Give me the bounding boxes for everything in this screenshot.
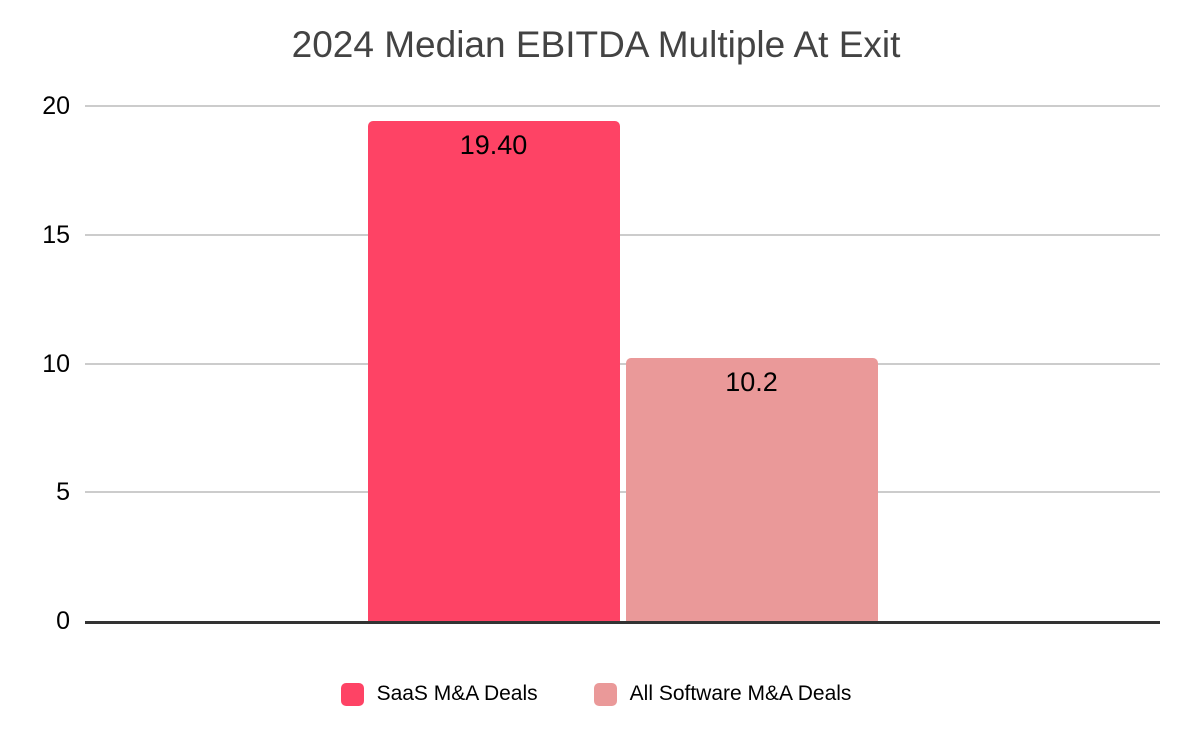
legend-swatch-icon — [593, 682, 617, 706]
y-axis-tick-label: 5 — [56, 478, 70, 507]
x-axis-baseline — [85, 621, 1160, 624]
y-axis-tick-label: 20 — [42, 92, 70, 120]
bar-all-software-m-a-deals: 10.2 — [625, 358, 878, 621]
gridline — [85, 491, 1160, 494]
y-axis-tick-label: 0 — [56, 607, 70, 635]
legend-item-saas-m-a-deals: SaaS M&A Deals — [340, 682, 538, 706]
legend-label: All Software M&A Deals — [629, 682, 852, 705]
gridline — [85, 233, 1160, 236]
gridline — [85, 105, 1160, 107]
bar-value-label: 10.2 — [725, 367, 778, 398]
legend-item-all-software-m-a-deals: All Software M&A Deals — [593, 682, 852, 706]
bar-saas-m-a-deals: 19.40 — [367, 121, 620, 621]
legend-swatch-icon — [340, 682, 364, 706]
bar-value-label: 19.40 — [459, 130, 528, 161]
legend: SaaS M&A Deals All Software M&A Deals — [0, 672, 1192, 716]
plot-area: 19.40 10.2 — [85, 105, 1160, 624]
gridline — [85, 362, 1160, 365]
chart-title: 2024 Median EBITDA Multiple At Exit — [291, 24, 901, 65]
y-axis-tick-label: 15 — [42, 220, 70, 249]
legend-label: SaaS M&A Deals — [376, 682, 538, 705]
y-axis-tick-label: 10 — [42, 349, 70, 378]
